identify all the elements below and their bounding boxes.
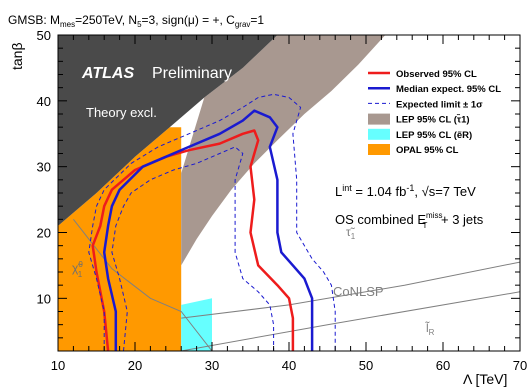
- x-tick-label: 40: [282, 358, 296, 373]
- y-axis-title: tanβ: [9, 42, 25, 70]
- observed-limit-curve: [91, 129, 295, 351]
- theory-excl-label: Theory excl.: [86, 105, 157, 120]
- analysis-label: OS combined Emiss T + 3 jets: [335, 211, 484, 230]
- expected-band-curve-3: [111, 146, 275, 351]
- atlas-label: ATLAS: [81, 65, 134, 82]
- legend-entry-label: Expected limit ± 1σ: [396, 99, 483, 110]
- lep-selectron-excluded-region: [181, 298, 212, 351]
- y-tick-label: 20: [37, 226, 51, 241]
- expected-band-curve-2: [88, 93, 336, 351]
- stau-nlsp-label: τ̃1: [346, 225, 356, 241]
- legend: Observed 95% CL Median expect. 95% CL Expe…: [368, 69, 501, 156]
- conlsp-boundary-line-2: [181, 291, 520, 351]
- x-axis-title: Λ [TeV]: [463, 371, 507, 387]
- legend-swatch: [368, 128, 390, 140]
- y-tick-label: 10: [37, 291, 51, 306]
- legend-swatch: [368, 113, 390, 125]
- x-tick-label: 10: [51, 358, 65, 373]
- y-tick-label: 50: [37, 28, 51, 43]
- x-tick-label: 70: [513, 358, 527, 373]
- conlsp-boundary-line-1: [181, 261, 520, 319]
- lep-stau-excluded-region: [181, 35, 386, 266]
- opal-excluded-region: [58, 127, 182, 351]
- legend-entry-label: OPAL 95% CL: [396, 145, 459, 156]
- legend-entry-label: Median expect. 95% CL: [396, 84, 501, 95]
- neutralino-boundary-line: [73, 218, 213, 351]
- header-title: GMSB: Mmes=250TeV, N5=3, sign(μ) = +, Cg…: [8, 13, 264, 29]
- legend-entry-label: LEP 95% CL (τ̃1): [396, 114, 470, 126]
- neutralino-label: χ̃0 1: [72, 260, 83, 279]
- luminosity-label: Lint = 1.04 fb-1, √s=7 TeV: [335, 183, 476, 199]
- conlsp-label: CoNLSP: [333, 284, 384, 299]
- x-tick-label: 50: [359, 358, 373, 373]
- legend-entry-label: LEP 95% CL (ẽR): [396, 130, 472, 141]
- slepton-r-label: l̃R: [424, 320, 434, 337]
- x-tick-label: 20: [128, 358, 142, 373]
- expected-limit-curve: [102, 109, 314, 351]
- theory-excluded-region: [58, 35, 278, 226]
- x-tick-label: 60: [436, 358, 450, 373]
- y-tick-label: 40: [37, 94, 51, 109]
- x-tick-label: 30: [205, 358, 219, 373]
- legend-entry-label: Observed 95% CL: [396, 69, 477, 80]
- legend-swatch: [368, 144, 390, 155]
- preliminary-label: Preliminary: [152, 65, 232, 82]
- y-tick-label: 30: [37, 160, 51, 175]
